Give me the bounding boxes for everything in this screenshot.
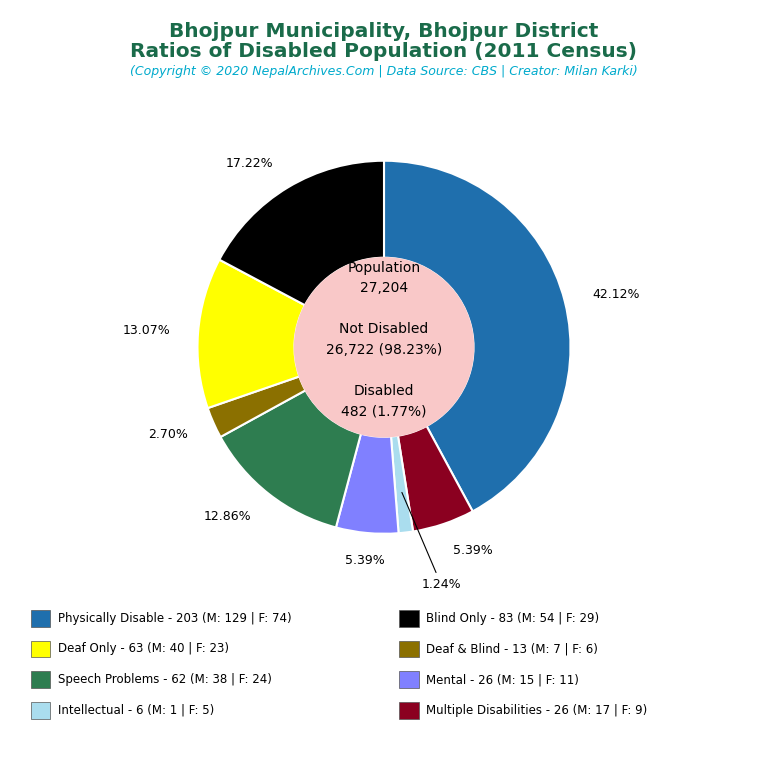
Text: 12.86%: 12.86% [204, 509, 252, 522]
Text: Physically Disable - 203 (M: 129 | F: 74): Physically Disable - 203 (M: 129 | F: 74… [58, 612, 291, 624]
Text: Intellectual - 6 (M: 1 | F: 5): Intellectual - 6 (M: 1 | F: 5) [58, 704, 214, 717]
Wedge shape [391, 435, 413, 533]
Text: 1.24%: 1.24% [402, 492, 461, 591]
Text: 13.07%: 13.07% [122, 324, 170, 337]
Text: 42.12%: 42.12% [592, 288, 640, 301]
Text: Bhojpur Municipality, Bhojpur District: Bhojpur Municipality, Bhojpur District [169, 22, 599, 41]
Text: Ratios of Disabled Population (2011 Census): Ratios of Disabled Population (2011 Cens… [131, 42, 637, 61]
Wedge shape [398, 426, 472, 531]
Text: Speech Problems - 62 (M: 38 | F: 24): Speech Problems - 62 (M: 38 | F: 24) [58, 674, 271, 686]
Text: Deaf Only - 63 (M: 40 | F: 23): Deaf Only - 63 (M: 40 | F: 23) [58, 643, 229, 655]
Text: 5.39%: 5.39% [452, 544, 492, 557]
Text: 2.70%: 2.70% [148, 428, 188, 441]
Text: 5.39%: 5.39% [345, 554, 384, 568]
Text: Blind Only - 83 (M: 54 | F: 29): Blind Only - 83 (M: 54 | F: 29) [426, 612, 599, 624]
Text: Multiple Disabilities - 26 (M: 17 | F: 9): Multiple Disabilities - 26 (M: 17 | F: 9… [426, 704, 647, 717]
Text: Deaf & Blind - 13 (M: 7 | F: 6): Deaf & Blind - 13 (M: 7 | F: 6) [426, 643, 598, 655]
Circle shape [294, 258, 474, 437]
Text: (Copyright © 2020 NepalArchives.Com | Data Source: CBS | Creator: Milan Karki): (Copyright © 2020 NepalArchives.Com | Da… [130, 65, 638, 78]
Text: 17.22%: 17.22% [226, 157, 273, 170]
Wedge shape [384, 161, 571, 511]
Wedge shape [207, 376, 306, 437]
Text: Population
27,204

Not Disabled
26,722 (98.23%)

Disabled
482 (1.77%): Population 27,204 Not Disabled 26,722 (9… [326, 260, 442, 419]
Wedge shape [220, 161, 384, 305]
Wedge shape [220, 390, 361, 528]
Wedge shape [197, 260, 305, 408]
Text: Mental - 26 (M: 15 | F: 11): Mental - 26 (M: 15 | F: 11) [426, 674, 579, 686]
Wedge shape [336, 434, 399, 534]
